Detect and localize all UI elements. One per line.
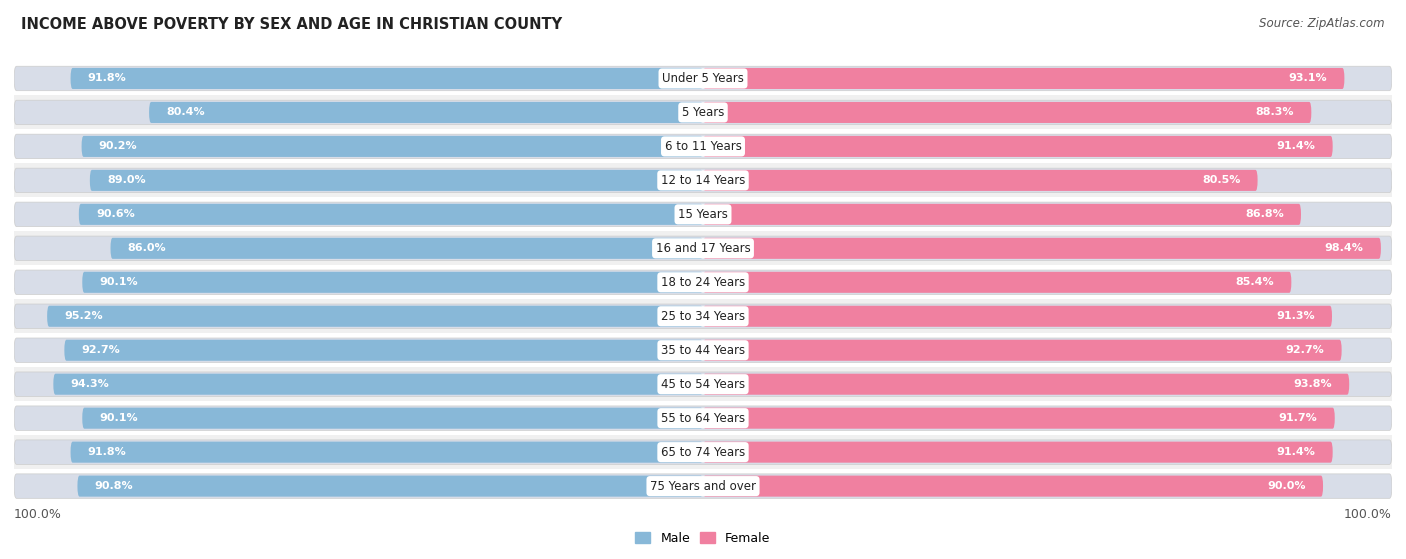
FancyBboxPatch shape bbox=[14, 338, 1392, 362]
Text: 90.1%: 90.1% bbox=[100, 277, 138, 287]
FancyBboxPatch shape bbox=[703, 136, 1333, 157]
FancyBboxPatch shape bbox=[14, 304, 1392, 329]
FancyBboxPatch shape bbox=[14, 67, 1392, 91]
FancyBboxPatch shape bbox=[703, 340, 1341, 361]
FancyBboxPatch shape bbox=[79, 204, 703, 225]
Text: 55 to 64 Years: 55 to 64 Years bbox=[661, 411, 745, 425]
Text: 92.7%: 92.7% bbox=[1285, 345, 1324, 355]
FancyBboxPatch shape bbox=[14, 333, 1392, 367]
FancyBboxPatch shape bbox=[70, 68, 703, 89]
FancyBboxPatch shape bbox=[703, 306, 1331, 327]
Text: 15 Years: 15 Years bbox=[678, 208, 728, 221]
FancyBboxPatch shape bbox=[14, 163, 1392, 197]
Text: 100.0%: 100.0% bbox=[1344, 508, 1392, 521]
FancyBboxPatch shape bbox=[14, 474, 1392, 498]
FancyBboxPatch shape bbox=[14, 299, 1392, 333]
FancyBboxPatch shape bbox=[14, 61, 1392, 96]
Text: 93.1%: 93.1% bbox=[1288, 73, 1327, 83]
Text: 6 to 11 Years: 6 to 11 Years bbox=[665, 140, 741, 153]
FancyBboxPatch shape bbox=[703, 238, 1381, 259]
FancyBboxPatch shape bbox=[83, 272, 703, 293]
Text: 91.3%: 91.3% bbox=[1277, 311, 1315, 321]
FancyBboxPatch shape bbox=[14, 440, 1392, 465]
Text: 5 Years: 5 Years bbox=[682, 106, 724, 119]
Text: 65 to 74 Years: 65 to 74 Years bbox=[661, 446, 745, 458]
FancyBboxPatch shape bbox=[90, 170, 703, 191]
Text: 90.6%: 90.6% bbox=[96, 210, 135, 219]
FancyBboxPatch shape bbox=[14, 367, 1392, 401]
Text: 18 to 24 Years: 18 to 24 Years bbox=[661, 276, 745, 289]
FancyBboxPatch shape bbox=[14, 401, 1392, 435]
Text: 90.8%: 90.8% bbox=[94, 481, 134, 491]
Text: 91.7%: 91.7% bbox=[1279, 413, 1317, 423]
Text: INCOME ABOVE POVERTY BY SEX AND AGE IN CHRISTIAN COUNTY: INCOME ABOVE POVERTY BY SEX AND AGE IN C… bbox=[21, 17, 562, 32]
FancyBboxPatch shape bbox=[14, 270, 1392, 295]
Text: 95.2%: 95.2% bbox=[65, 311, 103, 321]
FancyBboxPatch shape bbox=[14, 130, 1392, 163]
FancyBboxPatch shape bbox=[14, 168, 1392, 193]
Legend: Male, Female: Male, Female bbox=[630, 527, 776, 550]
FancyBboxPatch shape bbox=[14, 96, 1392, 130]
Text: 89.0%: 89.0% bbox=[107, 176, 146, 186]
FancyBboxPatch shape bbox=[703, 272, 1291, 293]
FancyBboxPatch shape bbox=[14, 202, 1392, 226]
Text: 90.0%: 90.0% bbox=[1267, 481, 1306, 491]
Text: 16 and 17 Years: 16 and 17 Years bbox=[655, 242, 751, 255]
FancyBboxPatch shape bbox=[14, 231, 1392, 266]
FancyBboxPatch shape bbox=[77, 476, 703, 496]
FancyBboxPatch shape bbox=[70, 442, 703, 463]
FancyBboxPatch shape bbox=[14, 406, 1392, 430]
Text: 93.8%: 93.8% bbox=[1294, 379, 1331, 389]
Text: 90.1%: 90.1% bbox=[100, 413, 138, 423]
Text: 88.3%: 88.3% bbox=[1256, 107, 1294, 117]
Text: 45 to 54 Years: 45 to 54 Years bbox=[661, 378, 745, 391]
FancyBboxPatch shape bbox=[703, 170, 1257, 191]
Text: 91.4%: 91.4% bbox=[1277, 141, 1316, 151]
FancyBboxPatch shape bbox=[703, 476, 1323, 496]
FancyBboxPatch shape bbox=[703, 102, 1312, 123]
Text: 25 to 34 Years: 25 to 34 Years bbox=[661, 310, 745, 323]
Text: 91.4%: 91.4% bbox=[1277, 447, 1316, 457]
Text: 92.7%: 92.7% bbox=[82, 345, 121, 355]
Text: Under 5 Years: Under 5 Years bbox=[662, 72, 744, 85]
FancyBboxPatch shape bbox=[703, 373, 1350, 395]
FancyBboxPatch shape bbox=[14, 266, 1392, 299]
Text: 98.4%: 98.4% bbox=[1324, 243, 1364, 253]
FancyBboxPatch shape bbox=[149, 102, 703, 123]
FancyBboxPatch shape bbox=[14, 197, 1392, 231]
FancyBboxPatch shape bbox=[703, 204, 1301, 225]
Text: 35 to 44 Years: 35 to 44 Years bbox=[661, 344, 745, 357]
Text: 91.8%: 91.8% bbox=[87, 73, 127, 83]
FancyBboxPatch shape bbox=[83, 408, 703, 429]
Text: 80.5%: 80.5% bbox=[1202, 176, 1240, 186]
Text: 91.8%: 91.8% bbox=[87, 447, 127, 457]
FancyBboxPatch shape bbox=[703, 408, 1334, 429]
Text: 80.4%: 80.4% bbox=[166, 107, 205, 117]
FancyBboxPatch shape bbox=[82, 136, 703, 157]
Text: 85.4%: 85.4% bbox=[1236, 277, 1274, 287]
FancyBboxPatch shape bbox=[14, 134, 1392, 159]
Text: 100.0%: 100.0% bbox=[14, 508, 62, 521]
Text: 94.3%: 94.3% bbox=[70, 379, 110, 389]
Text: 12 to 14 Years: 12 to 14 Years bbox=[661, 174, 745, 187]
Text: Source: ZipAtlas.com: Source: ZipAtlas.com bbox=[1260, 17, 1385, 30]
FancyBboxPatch shape bbox=[14, 236, 1392, 260]
FancyBboxPatch shape bbox=[14, 100, 1392, 125]
Text: 86.0%: 86.0% bbox=[128, 243, 166, 253]
FancyBboxPatch shape bbox=[65, 340, 703, 361]
Text: 90.2%: 90.2% bbox=[98, 141, 138, 151]
FancyBboxPatch shape bbox=[14, 372, 1392, 396]
FancyBboxPatch shape bbox=[48, 306, 703, 327]
Text: 75 Years and over: 75 Years and over bbox=[650, 480, 756, 492]
FancyBboxPatch shape bbox=[111, 238, 703, 259]
FancyBboxPatch shape bbox=[14, 435, 1392, 469]
FancyBboxPatch shape bbox=[703, 442, 1333, 463]
FancyBboxPatch shape bbox=[703, 68, 1344, 89]
Text: 86.8%: 86.8% bbox=[1246, 210, 1284, 219]
FancyBboxPatch shape bbox=[14, 469, 1392, 503]
FancyBboxPatch shape bbox=[53, 373, 703, 395]
